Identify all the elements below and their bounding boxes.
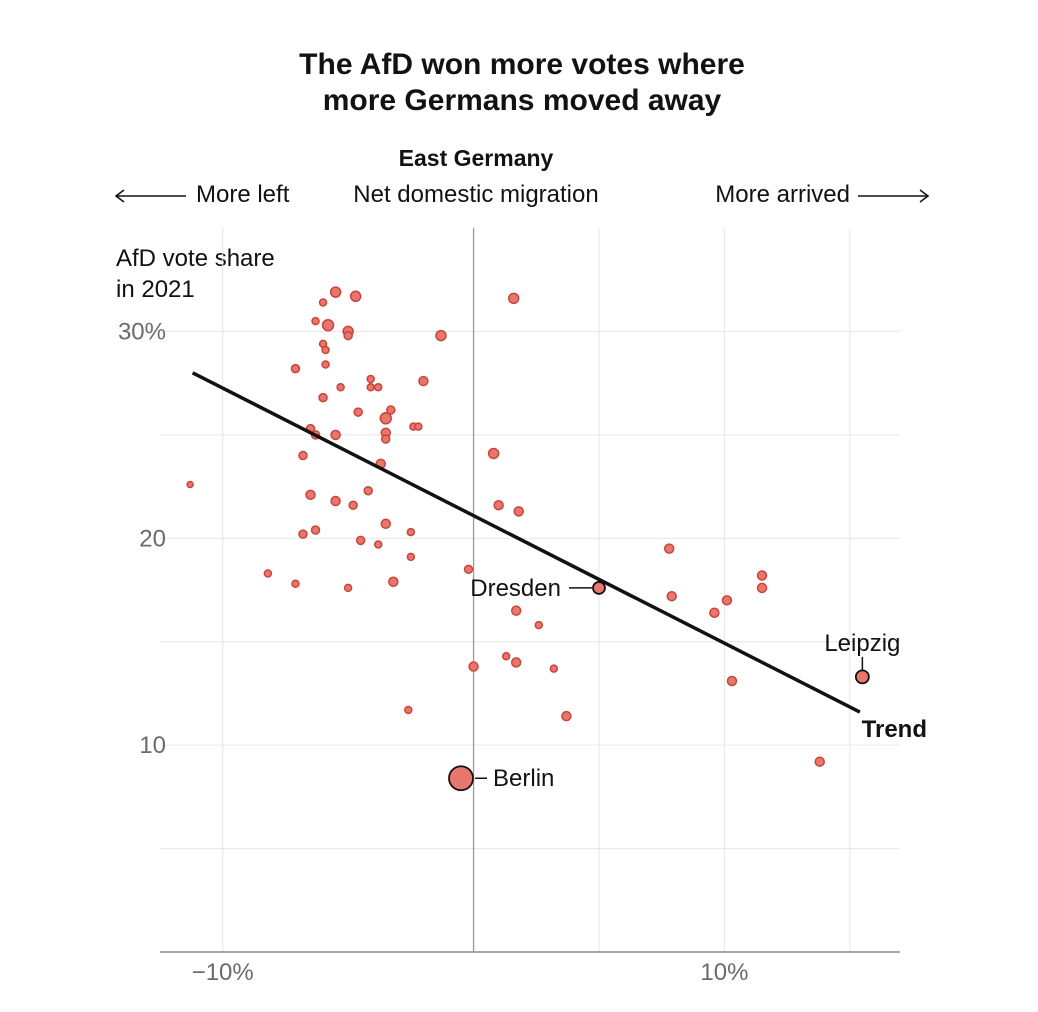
- data-point: [561, 710, 572, 722]
- data-point: [487, 447, 500, 460]
- x-right-label: More arrived: [715, 181, 850, 208]
- x-axis-label: Net domestic migration: [353, 181, 598, 208]
- left-arrow-icon: [114, 189, 186, 203]
- dresden-point: [592, 581, 606, 595]
- y-tick-label: 30%: [118, 318, 166, 345]
- data-point: [386, 405, 396, 415]
- chart-title-line1: The AfD won more votes where: [299, 48, 745, 81]
- data-point: [380, 518, 392, 530]
- berlin-point: [448, 765, 474, 792]
- data-point: [330, 429, 341, 441]
- x-tick-label: −10%: [192, 959, 254, 986]
- data-point: [366, 374, 375, 384]
- data-point: [291, 579, 300, 589]
- x-tick-labels: −10% 10%: [192, 959, 749, 986]
- trend-line: [191, 371, 861, 714]
- data-point: [756, 582, 768, 594]
- data-point: [298, 529, 308, 539]
- y-tick-label: 10: [139, 732, 166, 759]
- data-point: [513, 506, 524, 517]
- data-point: [318, 298, 328, 307]
- data-point: [381, 434, 391, 444]
- right-arrow-icon: [858, 189, 930, 203]
- data-point: [534, 620, 544, 630]
- data-point: [418, 375, 429, 387]
- data-point: [363, 485, 373, 496]
- data-point: [348, 500, 358, 510]
- y-tick-label: 20: [139, 525, 166, 552]
- data-point: [321, 345, 330, 355]
- trend-line-group: Trend: [191, 371, 927, 743]
- data-point: [343, 583, 353, 593]
- chart-title-line2: more Germans moved away: [323, 84, 722, 117]
- y-axis-label-line1: AfD vote share: [116, 245, 275, 272]
- data-point: [721, 595, 733, 606]
- annotations: Dresden Leipzig Berlin: [448, 575, 900, 792]
- y-axis-label-line2: in 2021: [116, 276, 195, 303]
- dresden-label: Dresden: [470, 575, 561, 602]
- leipzig-point: [854, 669, 870, 685]
- chart-subtitle: East Germany: [399, 145, 554, 171]
- data-point: [379, 412, 393, 425]
- data-point: [501, 651, 511, 661]
- data-point: [329, 286, 342, 298]
- data-point: [549, 664, 559, 673]
- data-point: [310, 525, 321, 535]
- data-point: [298, 450, 308, 461]
- data-point: [318, 392, 328, 403]
- data-point: [463, 564, 474, 575]
- data-point: [406, 527, 416, 537]
- x-left-label: More left: [196, 181, 290, 208]
- data-point: [311, 316, 320, 326]
- data-point: [355, 535, 366, 546]
- data-point: [353, 407, 363, 417]
- trend-label: Trend: [862, 716, 927, 743]
- data-point: [336, 383, 345, 392]
- data-point: [709, 607, 720, 619]
- data-point: [756, 570, 768, 581]
- data-point: [321, 318, 335, 332]
- data-point: [663, 543, 675, 554]
- data-point: [263, 569, 273, 578]
- data-point: [388, 576, 399, 587]
- data-point: [406, 552, 416, 562]
- data-point: [404, 705, 413, 715]
- data-point: [290, 363, 301, 374]
- data-point: [349, 290, 362, 303]
- data-point: [493, 499, 504, 511]
- data-point: [373, 540, 383, 549]
- data-point: [414, 422, 423, 431]
- data-point: [321, 360, 330, 369]
- leipzig-label: Leipzig: [824, 630, 900, 657]
- berlin-label: Berlin: [493, 765, 554, 792]
- y-tick-labels: 10 20 30%: [118, 318, 166, 759]
- data-point: [366, 383, 375, 392]
- data-point: [468, 661, 479, 672]
- data-point: [373, 383, 383, 392]
- data-point: [510, 605, 522, 616]
- data-point: [343, 330, 353, 341]
- data-point: [814, 756, 825, 767]
- data-point: [435, 329, 447, 342]
- data-point: [186, 480, 194, 489]
- data-point: [305, 489, 316, 501]
- data-points: [186, 286, 825, 767]
- x-tick-label: 10%: [700, 959, 748, 986]
- data-point: [726, 675, 738, 687]
- data-point: [507, 292, 520, 305]
- data-point: [330, 495, 341, 507]
- grid-lines: [160, 228, 900, 952]
- data-point: [510, 657, 522, 668]
- data-point: [666, 590, 677, 602]
